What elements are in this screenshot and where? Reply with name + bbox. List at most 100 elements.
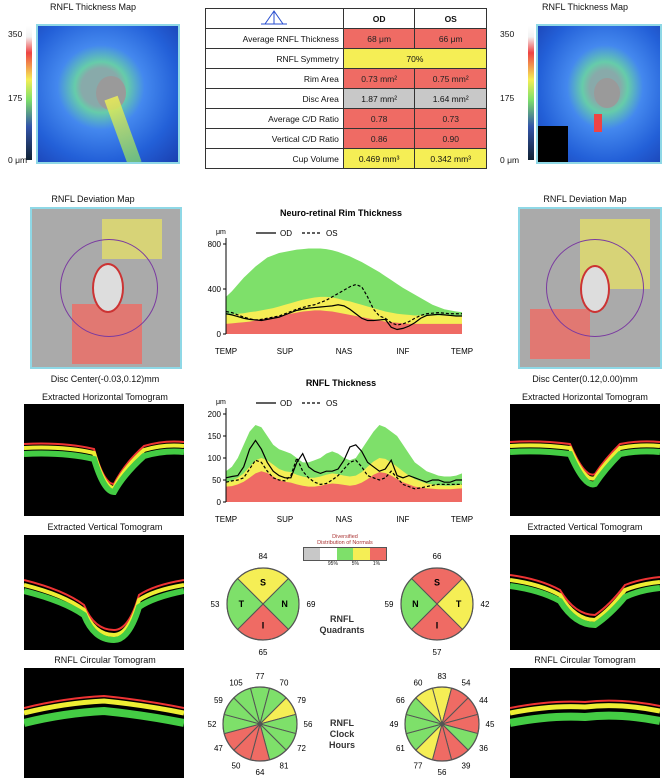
slice-value: 53 (211, 600, 220, 609)
x-tick-label: TEMP (451, 347, 473, 356)
y-tick-label: 0 (217, 498, 222, 507)
row-label: Average C/D Ratio (205, 108, 344, 129)
os-vert-tomo-layers (510, 574, 660, 629)
os-circ-tomo-layers (510, 699, 660, 727)
os-scale-max: 350 (500, 29, 515, 39)
y-tick-label: 150 (208, 432, 222, 441)
od-value: 0.73 mm² (342, 68, 416, 89)
od-disc-outline (92, 263, 124, 313)
y-tick-label: 100 (208, 454, 222, 463)
slice-value: 79 (297, 696, 306, 705)
slice-value: 66 (396, 696, 405, 705)
row-label: Disc Area (205, 88, 344, 109)
legend-label-1: 1% (372, 561, 381, 567)
table-row: Cup Volume 0.469 mm³ 0.342 mm³ (205, 148, 487, 169)
clock-center-label: RNFL Clock Hours (312, 718, 372, 751)
abnormal-band (226, 471, 462, 502)
parameters-table: OD OS Average RNFL Thickness 68 μm 66 μm… (205, 8, 488, 169)
legend-swatch-green (336, 548, 354, 560)
slice-value: 57 (433, 648, 442, 657)
slice-label: T (239, 599, 245, 609)
od-value: 0.469 mm³ (342, 148, 416, 169)
slice-value: 61 (396, 744, 405, 753)
series-line-od (225, 304, 462, 331)
slice-value: 52 (208, 720, 217, 729)
od-thickness-scale-bar (26, 26, 32, 160)
triangle-logo-icon (261, 9, 288, 24)
x-tick-label: TEMP (215, 515, 237, 524)
series-line-od (225, 439, 462, 483)
slice-label: I (262, 621, 265, 631)
slice-label: N (281, 599, 288, 609)
slice-value: 44 (479, 696, 488, 705)
pie-outline (222, 686, 298, 762)
slice-value: 54 (462, 678, 471, 687)
slice-value: 47 (214, 744, 223, 753)
row-label: Average RNFL Thickness (205, 28, 344, 49)
row-label: Rim Area (205, 68, 344, 89)
legend-swatch-grey (304, 548, 321, 560)
table-row: Average C/D Ratio 0.78 0.73 (205, 108, 487, 129)
os-map-black-corner (538, 126, 568, 162)
legend-title-2: Distribution of Normals (317, 540, 373, 546)
slice-value: 65 (259, 648, 268, 657)
legend-label-95: 95% (327, 561, 338, 567)
series-line-os (225, 456, 462, 490)
od-value: 68 μm (342, 28, 416, 49)
od-deviation-map (30, 207, 182, 369)
col-os-header: OS (414, 8, 487, 29)
od-clock-hours-pie: 77 70 79 56 72 81 64 50 47 52 59 105 (208, 672, 313, 777)
rim-thickness-chart: Neuro-retinal Rim Thickness μm OD OS 0 400 800… (208, 208, 473, 356)
os-deviation-title: RNFL Deviation Map (543, 194, 627, 204)
slice-value: 70 (280, 678, 289, 687)
slice-value: 64 (256, 768, 265, 777)
legend-swatch-red (369, 548, 387, 560)
table-logo-cell (205, 8, 344, 29)
os-circ-tomogram (510, 668, 660, 778)
legend-swatches (303, 547, 387, 561)
slice-label: T (456, 599, 462, 609)
os-deviation-circle (546, 239, 644, 337)
normals-legend: Diversified Distribution of Normals 95% … (303, 534, 387, 567)
od-value: 0.78 (342, 108, 416, 129)
slice-value: 45 (486, 720, 495, 729)
x-tick-label: TEMP (451, 515, 473, 524)
slice-value: 49 (390, 720, 399, 729)
y-tick-label: 0 (217, 330, 222, 339)
slice-value: 50 (232, 762, 241, 771)
x-tick-label: INF (397, 515, 410, 524)
slice-value: 60 (414, 678, 423, 687)
slice-label: N (412, 599, 419, 609)
slice-value: 84 (259, 552, 268, 561)
od-circ-tomogram (24, 668, 184, 778)
os-thickness-scale-bar (528, 26, 534, 160)
os-disc-center: Disc Center(0.12,0.00)mm (532, 374, 638, 384)
table-row: RNFL Symmetry 70% (205, 48, 488, 69)
os-scale-mid: 175 (500, 93, 515, 103)
legend-label-os: OS (326, 229, 338, 238)
table-row: Rim Area 0.73 mm² 0.75 mm² (205, 68, 487, 89)
clock-label-2: Clock (329, 729, 355, 739)
slice-value: 59 (214, 696, 223, 705)
series-line-os (225, 283, 462, 326)
slice-value: 81 (280, 762, 289, 771)
os-clock-hours-pie: 83 54 44 45 36 39 56 77 61 49 66 60 (390, 672, 495, 777)
y-axis-label: μm (216, 399, 226, 406)
od-vert-tomo-title: Extracted Vertical Tomogram (47, 522, 163, 532)
od-vert-tomo-layers (24, 579, 184, 644)
slice-value: 42 (481, 600, 490, 609)
y-tick-label: 200 (208, 410, 222, 419)
y-axis-label: μm (216, 229, 226, 236)
os-horiz-tomogram (510, 404, 660, 516)
os-value: 0.342 mm³ (414, 148, 487, 169)
od-scale-min: 0 μm (8, 155, 28, 165)
os-vert-tomogram (510, 535, 660, 650)
chart-title: Neuro-retinal Rim Thickness (280, 208, 402, 218)
od-deviation-circle (60, 239, 158, 337)
legend-label-od: OD (280, 399, 292, 408)
legend-label-5: 5% (351, 561, 359, 567)
pie-outline (226, 567, 300, 641)
slice-label: S (434, 577, 440, 587)
od-scale-max: 350 (8, 29, 23, 39)
od-circ-tomo-title: RNFL Circular Tomogram (54, 655, 156, 665)
